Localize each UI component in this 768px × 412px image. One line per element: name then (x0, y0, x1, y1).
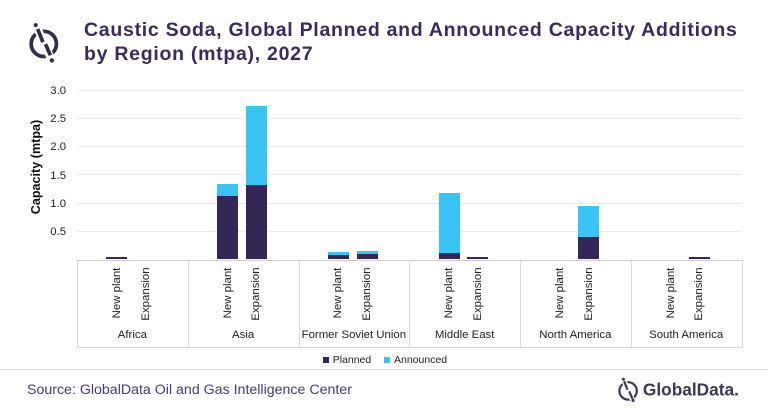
svg-text:GlobalData.: GlobalData. (643, 380, 739, 400)
